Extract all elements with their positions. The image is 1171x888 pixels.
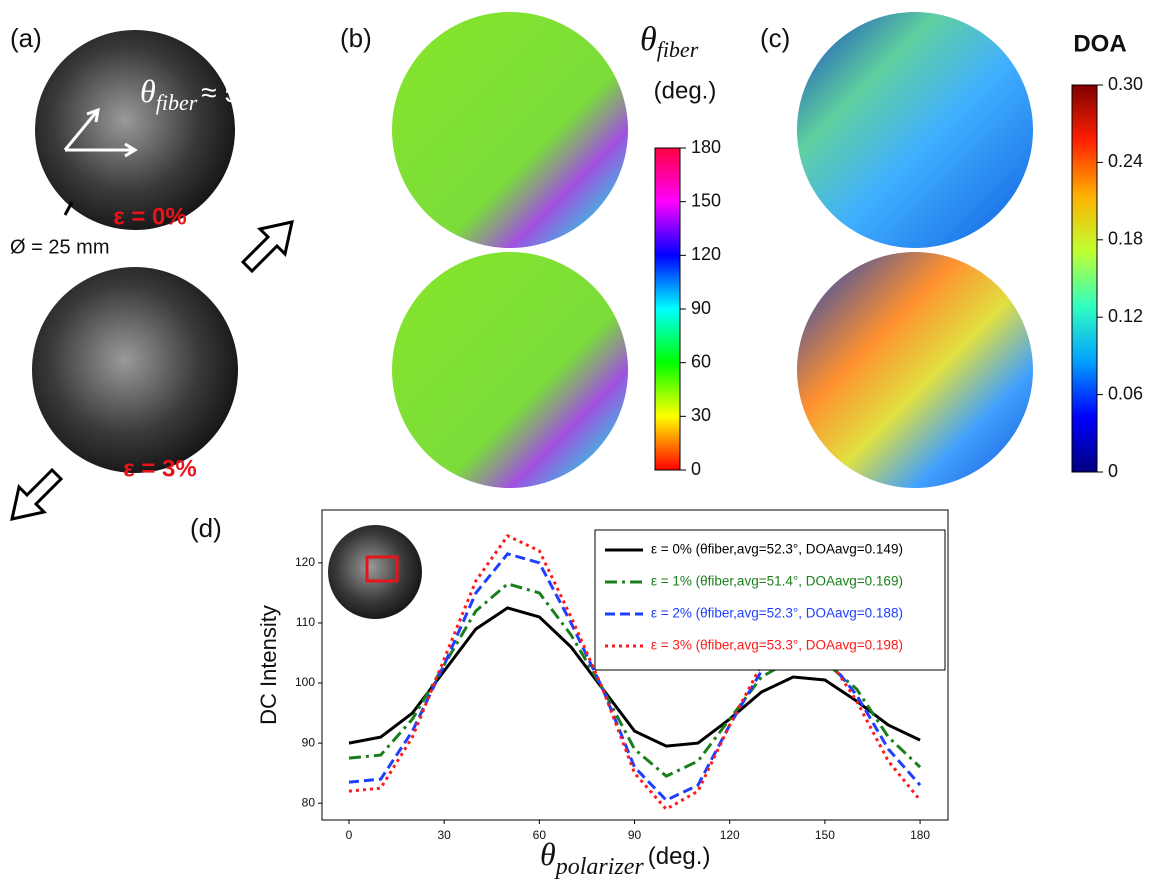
colorbar-tick-label: 120 [691,244,721,264]
y-tick-label: 100 [295,675,315,689]
x-tick-label: 180 [910,828,930,842]
diameter: Ø = 25 mm [10,236,109,258]
inset-image [328,525,422,619]
image-c-top [797,12,1033,248]
y-tick-label: 80 [302,795,316,809]
colorbar-tick-label: 90 [691,298,711,318]
colorbar-tick-label: 0.06 [1108,383,1143,403]
arrow-up [243,222,292,271]
colorbar-tick-label: 30 [691,405,711,425]
unit: (deg.) [648,843,711,870]
strain-label: ε = 0% [113,203,186,230]
figure: (a) θfiber≈ 52° ε = 0% Ø = 25 mm ε = 3% … [0,0,1171,888]
image-b-bottom [392,252,628,488]
colorbar-tick-label: 0.30 [1108,74,1143,94]
x-tick-label: 0 [346,828,353,842]
x-tick-label: 30 [437,828,451,842]
strain-label: ε = 3% [123,455,196,482]
colorbar [655,148,680,470]
legend-label: ε = 2% (θfiber,avg=52.3°, DOAavg=0.188) [651,606,903,621]
colorbar-tick-label: 150 [691,190,721,210]
panel-label: (b) [340,23,372,53]
y-tick-label: 120 [295,555,315,569]
colorbar-tick-label: 180 [691,137,721,157]
colorbar-tick-label: 0.12 [1108,306,1143,326]
colorbar-tick-label: 0.18 [1108,229,1143,249]
colorbar-title: DOA [1073,30,1126,57]
image-a-bottom [32,267,238,473]
symbol: θ [640,21,657,58]
panel-label: (d) [190,513,222,543]
legend-label: ε = 1% (θfiber,avg=51.4°, DOAavg=0.169) [651,574,903,589]
symbol: θ [540,836,556,872]
image-a-top [35,30,235,230]
colorbar-unit: (deg.) [654,77,717,104]
colorbar-tick-label: 0 [1108,461,1118,481]
x-tick-label: 150 [815,828,835,842]
image-b-top [392,12,628,248]
x-tick-label: 120 [720,828,740,842]
subscript: fiber [156,90,198,115]
legend-label: ε = 3% (θfiber,avg=53.3°, DOAavg=0.198) [651,638,903,653]
colorbar-title: θfiber [640,21,699,62]
panel-label: (c) [760,23,790,53]
x-tick-label: 90 [628,828,642,842]
colorbar-tick-label: 60 [691,351,711,371]
colorbar [1072,85,1097,472]
x-axis-label: θpolarizer(deg.) [540,836,710,879]
subscript: polarizer [554,854,645,880]
y-tick-label: 110 [296,615,315,629]
y-tick-label: 90 [302,735,316,749]
subscript: fiber [657,37,699,62]
angle-text: ≈ 52° [201,77,267,108]
y-axis-label: DC Intensity [256,605,281,725]
image-c-bottom [797,252,1033,488]
panel-label: (a) [10,23,42,53]
symbol: θ [140,73,156,109]
legend-label: ε = 0% (θfiber,avg=52.3°, DOAavg=0.149) [651,542,903,557]
colorbar-tick-label: 0 [691,459,701,479]
colorbar-tick-label: 0.24 [1108,151,1143,171]
arrow-down [12,470,61,519]
